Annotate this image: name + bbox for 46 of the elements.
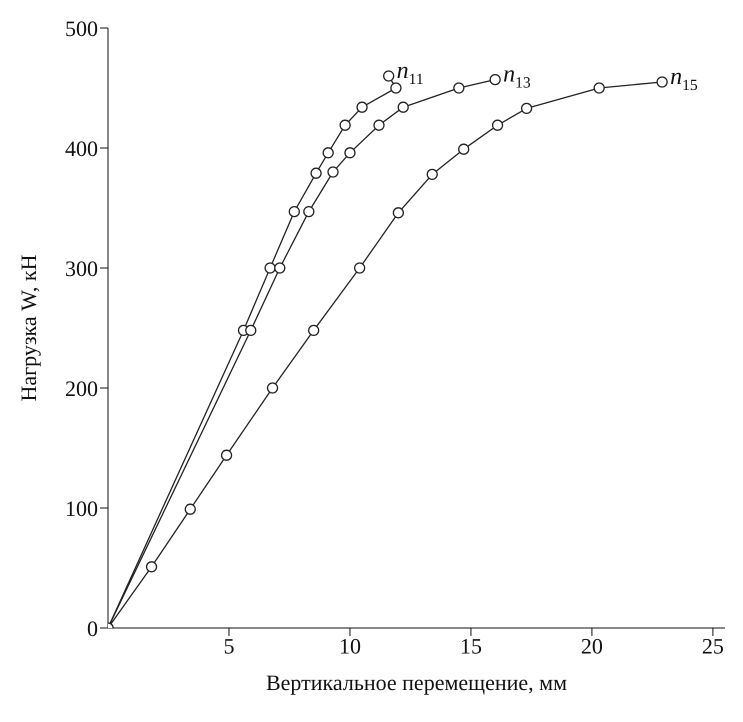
x-tick-label: 5 <box>223 634 234 659</box>
point <box>392 207 404 218</box>
point <box>245 324 256 336</box>
point <box>520 102 532 114</box>
series-label: n$_{11}$ <box>396 58 424 88</box>
series-label: n$_{13}$ <box>503 61 531 92</box>
y-tick-label: 400 <box>65 136 98 161</box>
point <box>327 166 339 178</box>
point <box>426 168 438 180</box>
point <box>274 262 286 274</box>
y-axis-title: Нагрузка W, кН <box>16 254 41 402</box>
point <box>492 120 504 131</box>
point <box>458 144 470 155</box>
point <box>354 262 366 274</box>
point <box>656 76 668 88</box>
point <box>322 147 334 158</box>
x-tick-label: 20 <box>580 634 603 659</box>
point <box>390 82 402 94</box>
point <box>184 504 196 515</box>
y-tick-label: 200 <box>65 376 98 401</box>
point <box>489 74 501 86</box>
series-label: n$_{15}$ <box>670 64 698 94</box>
point <box>453 82 464 94</box>
x-tick-label: 25 <box>702 634 724 659</box>
point <box>594 82 605 94</box>
point <box>308 324 320 336</box>
x-tick-label: 15 <box>460 634 482 659</box>
point <box>398 102 409 113</box>
point <box>373 120 385 131</box>
y-tick-label: 0 <box>87 616 98 641</box>
point <box>220 450 232 461</box>
y-tick-label: 500 <box>65 16 98 41</box>
y-tick-label: 300 <box>65 256 98 281</box>
point <box>310 168 322 179</box>
point <box>146 561 158 572</box>
point <box>383 70 394 82</box>
point <box>344 147 356 158</box>
point <box>288 206 300 218</box>
point <box>356 102 368 113</box>
point <box>264 262 276 274</box>
point <box>266 382 278 394</box>
point <box>303 206 314 218</box>
y-tick-label: 100 <box>65 496 98 521</box>
x-tick-label: 10 <box>338 634 361 659</box>
point <box>339 120 351 131</box>
x-axis-title: Вертикальное перемещение, мм <box>266 670 568 695</box>
